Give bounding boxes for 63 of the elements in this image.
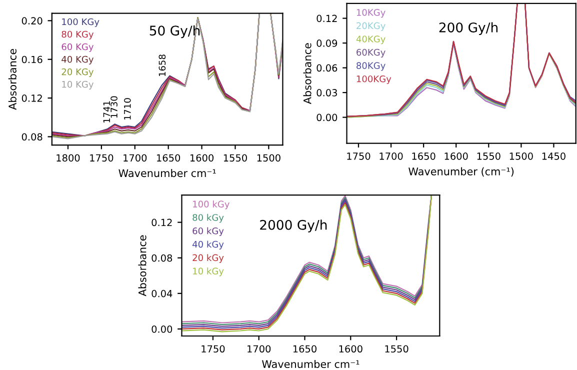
text: 20 kGy bbox=[192, 254, 224, 263]
x-tick-label: 1500 bbox=[257, 154, 280, 162]
text: 200 Gy/h bbox=[439, 22, 498, 35]
x-tick-label: 1600 bbox=[444, 152, 468, 160]
x-tick-label: 1700 bbox=[248, 345, 271, 353]
text: 50 Gy/h bbox=[150, 25, 200, 38]
y-tick-label: 0.20 bbox=[22, 17, 42, 24]
text: 40 KGy bbox=[62, 56, 94, 64]
y-tick-label: 0.08 bbox=[152, 254, 172, 262]
x-axis-title: Wavenumber (cm⁻¹) bbox=[408, 167, 514, 177]
y-axis-title: Absorbance bbox=[303, 43, 312, 104]
x-tick-label: 1650 bbox=[412, 152, 436, 160]
text: 80 kGy bbox=[192, 214, 224, 223]
x-tick-label: 1550 bbox=[224, 154, 247, 162]
x-axis-title: Wavenumber cm⁻¹ bbox=[118, 169, 216, 178]
text: 80KGy bbox=[356, 62, 386, 71]
text: 60 KGy bbox=[62, 43, 94, 52]
text: 10 kGy bbox=[193, 267, 224, 276]
x-tick-label: 1600 bbox=[339, 345, 362, 353]
x-tick-label: 1550 bbox=[385, 345, 408, 353]
x-tick-label: 1750 bbox=[202, 345, 225, 353]
y-tick-label: 0.06 bbox=[316, 64, 338, 72]
x-tick-label: 1500 bbox=[510, 152, 533, 160]
text: 40KGy bbox=[356, 36, 386, 44]
y-axis-title: Absorbance bbox=[138, 235, 146, 296]
text: 100 KGy bbox=[62, 18, 100, 27]
y-tick-label: 0.00 bbox=[316, 114, 338, 122]
y-tick-label: 0.16 bbox=[22, 56, 42, 64]
y-tick-label: 0.08 bbox=[22, 133, 42, 141]
text: 60KGy bbox=[356, 48, 386, 58]
x-tick-label: 1700 bbox=[380, 152, 403, 160]
x-tick-label: 1700 bbox=[124, 154, 147, 162]
x-tick-label: 1650 bbox=[157, 154, 180, 162]
y-tick-label: 0.12 bbox=[152, 218, 172, 226]
text: 60 kGy bbox=[192, 227, 224, 236]
text: 100 kGy bbox=[193, 200, 230, 210]
y-tick-label: 0.12 bbox=[316, 14, 337, 22]
text: 10KGy bbox=[356, 9, 386, 18]
x-tick-label: 1550 bbox=[477, 152, 500, 160]
x-tick-label: 1600 bbox=[190, 154, 214, 162]
x-tick-label: 1750 bbox=[347, 152, 370, 160]
annotation: 1658 bbox=[158, 54, 166, 76]
text: 40 kGy bbox=[192, 240, 224, 250]
annotation: 1741 bbox=[103, 101, 110, 122]
text: 20KGy bbox=[356, 22, 386, 31]
x-tick-label: 1750 bbox=[90, 154, 114, 162]
y-tick-label: 0.00 bbox=[152, 325, 172, 333]
y-axis-title: Absorbance bbox=[8, 48, 16, 110]
text: 10 KGy bbox=[62, 80, 94, 90]
text: 2000 Gy/h bbox=[260, 220, 327, 232]
x-axis-title: Wavenumber cm⁻¹ bbox=[262, 360, 360, 368]
y-tick-label: 0.12 bbox=[22, 94, 42, 102]
annotation: 1730 bbox=[110, 96, 118, 118]
x-tick-label: 1800 bbox=[56, 154, 80, 162]
y-tick-label: 0.03 bbox=[316, 89, 337, 96]
text: 80 KGy bbox=[62, 30, 94, 40]
text: 20 KGy bbox=[62, 68, 94, 77]
x-tick-label: 1450 bbox=[542, 152, 566, 160]
y-tick-label: 0.09 bbox=[316, 40, 338, 47]
x-tick-label: 1650 bbox=[293, 345, 316, 353]
y-tick-label: 0.04 bbox=[152, 290, 172, 298]
annotation: 1710 bbox=[124, 98, 131, 120]
text: 100KGy bbox=[356, 75, 392, 84]
